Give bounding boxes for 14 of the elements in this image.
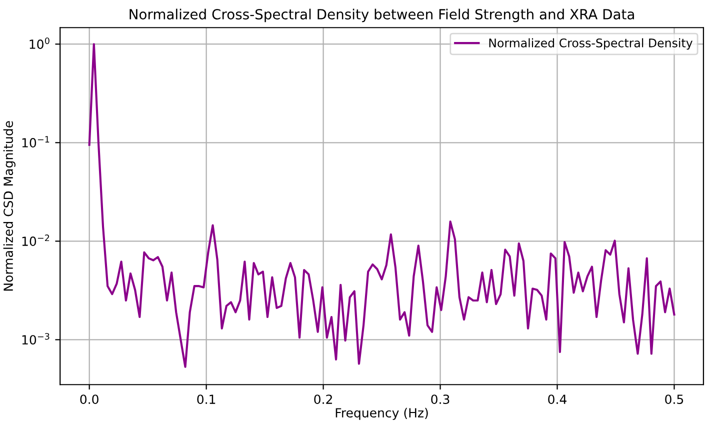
x-tick-label: 0.4 [548,394,566,404]
y-axis-title: Normalized CSD Magnitude [3,121,16,291]
y-tick-label: 10$^{−1}$ [22,136,50,148]
x-tick-label: 0.2 [314,394,332,404]
x-tick-label: 0.1 [197,394,216,404]
y-tick-label: 10$^{−2}$ [22,234,50,246]
x-tick-label: 0.0 [80,394,98,404]
legend-label: Normalized Cross-Spectral Density [489,38,692,50]
y-tick-label: 10$^{0}$ [30,37,50,49]
y-tick-label: 10$^{−3}$ [22,333,50,345]
x-axis-title: Frequency (Hz) [336,408,428,420]
x-tick-label: 0.5 [665,394,684,404]
chart-title: Normalized Cross-Spectral Density between Field Strength and XRA Data [130,8,634,22]
x-tick-label: 0.3 [431,394,450,404]
